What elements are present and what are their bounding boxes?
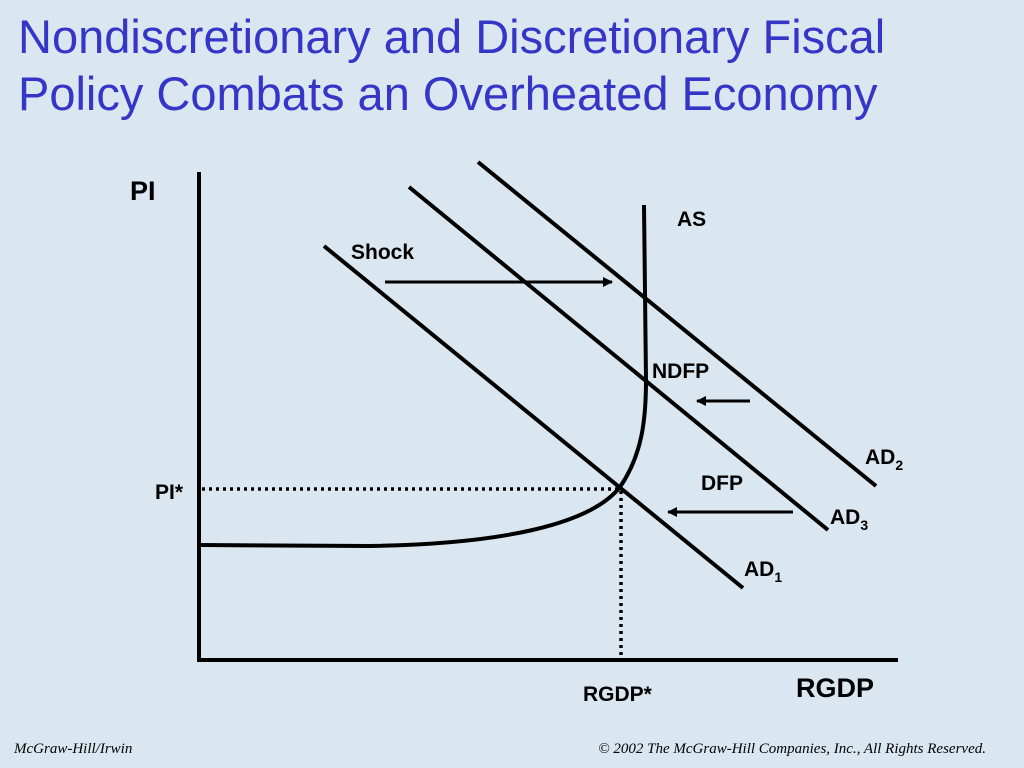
ad3-label-subscript: 3 [860, 517, 868, 533]
slide-title-line-2: Policy Combats an Overheated Economy [18, 67, 878, 120]
ad2-curve [476, 160, 878, 488]
ad3-label-main: AD [830, 506, 860, 529]
publisher-footer: McGraw-Hill/Irwin [14, 741, 133, 757]
rgdp-star-label: RGDP* [583, 683, 653, 706]
x-axis-label: RGDP [796, 673, 874, 703]
ad1-curve [322, 244, 745, 590]
y-axis-label: PI [130, 176, 156, 206]
ad3-curve [407, 185, 830, 532]
ad2-label-subscript: 2 [895, 457, 903, 473]
ad1-label-subscript: 1 [774, 569, 782, 585]
shock-label: Shock [351, 241, 414, 264]
dfp-label: DFP [701, 472, 743, 495]
ndfp-label: NDFP [652, 360, 709, 383]
as-curve [199, 204, 649, 549]
ad3-label: AD3 [830, 506, 868, 533]
as-label: AS [677, 208, 706, 231]
ad1-label-main: AD [744, 558, 774, 581]
copyright-footer: © 2002 The McGraw-Hill Companies, Inc., … [598, 741, 986, 757]
ad2-label-main: AD [865, 446, 895, 469]
slide-title-line-1: Nondiscretionary and Discretionary Fisca… [18, 10, 886, 63]
pi-star-label: PI* [155, 481, 184, 504]
slide-title: Nondiscretionary and Discretionary Fisca… [18, 8, 1008, 122]
ad2-label: AD2 [865, 446, 903, 473]
ad1-label: AD1 [744, 558, 782, 585]
